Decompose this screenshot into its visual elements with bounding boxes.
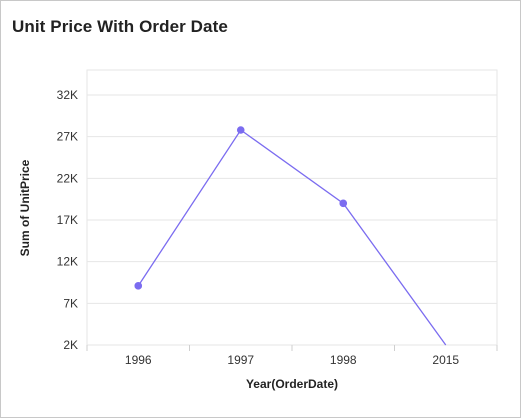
x-axis-title: Year(OrderDate) [246,377,338,391]
series-line [137,129,447,346]
y-tick-label: 17K [57,213,78,227]
x-tick-label: 1998 [330,353,357,367]
x-tick-label: 1996 [125,353,152,367]
data-point[interactable] [134,282,143,290]
data-point[interactable] [236,126,245,134]
chart-title: Unit Price With Order Date [12,17,228,36]
y-tick-label: 27K [57,130,78,144]
x-tick-label: 1997 [227,353,254,367]
y-tick-label: 32K [57,88,78,102]
y-tick-label: 2K [63,338,78,352]
y-tick-label: 7K [63,296,78,310]
series-layer [134,126,447,346]
grid [86,69,498,351]
y-axis-title: Sum of UnitPrice [18,159,32,256]
y-tick-label: 22K [57,171,78,185]
y-tick-label: 12K [57,255,78,269]
y-axis-ticks: 2K 7K 12K 17K 22K 27K 32K [57,88,78,352]
x-axis-ticks: 1996 1997 1998 2015 [125,353,460,367]
data-point[interactable] [339,199,348,208]
x-tick-label: 2015 [432,353,459,367]
